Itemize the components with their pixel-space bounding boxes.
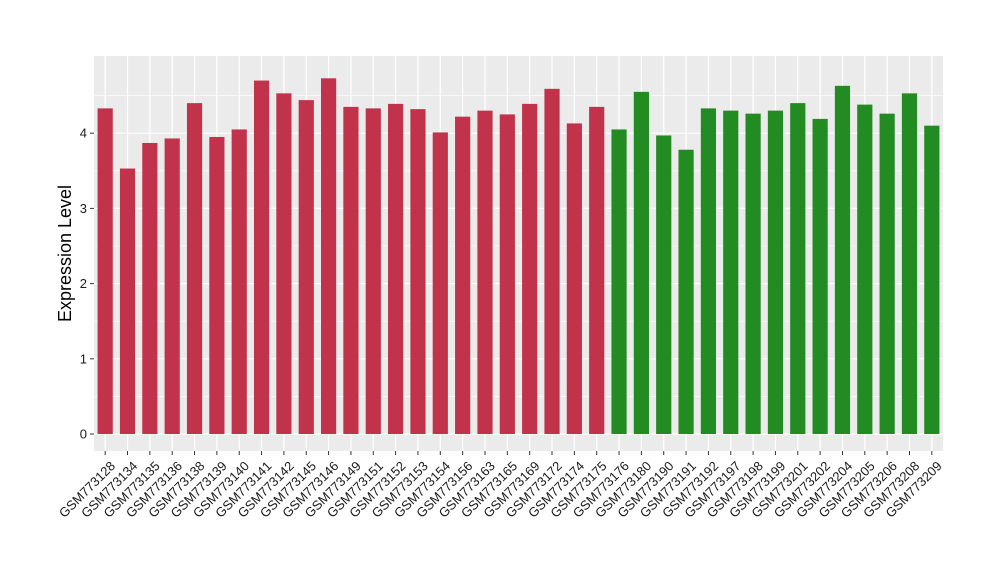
bar-GSM773180 (633, 91, 649, 434)
bars (97, 78, 940, 435)
bar-GSM773197 (723, 110, 739, 434)
bar-GSM773174 (566, 123, 582, 434)
bar-GSM773206 (879, 113, 895, 434)
bar-GSM773192 (700, 108, 717, 434)
bar-GSM773153 (410, 109, 426, 435)
bar-GSM773208 (901, 93, 918, 435)
bar-GSM773142 (276, 93, 292, 435)
bar-GSM773163 (477, 110, 493, 434)
bar-GSM773156 (455, 116, 471, 434)
bar-GSM773136 (164, 138, 180, 435)
bar-GSM773172 (544, 88, 560, 434)
y-tick-label: 2 (80, 276, 87, 291)
y-axis: 0 1 2 3 4 (80, 126, 94, 442)
bar-GSM773199 (767, 110, 784, 434)
bar-GSM773190 (656, 135, 672, 434)
bar-GSM773128 (97, 108, 113, 434)
bar-GSM773165 (499, 114, 515, 435)
bar-GSM773149 (343, 106, 359, 434)
y-axis-title: Expression Level (55, 185, 75, 322)
bar-GSM773135 (142, 142, 158, 434)
bar-GSM773202 (812, 118, 828, 435)
bar-GSM773151 (365, 108, 381, 434)
y-tick-label: 3 (80, 201, 87, 216)
bar-GSM773138 (186, 103, 203, 435)
bar-GSM773176 (611, 129, 627, 434)
x-axis: GSM773128GSM773134GSM773135GSM773136GSM7… (56, 451, 945, 521)
bar-GSM773191 (678, 149, 694, 434)
bar-GSM773154 (432, 132, 448, 434)
bar-GSM773146 (320, 78, 337, 434)
y-tick-label: 1 (80, 351, 87, 366)
bar-GSM773139 (209, 136, 225, 434)
bar-GSM773204 (834, 85, 851, 434)
bar-GSM773209 (924, 125, 940, 435)
bar-GSM773198 (745, 113, 761, 434)
bar-GSM773169 (522, 103, 538, 434)
y-tick-label: 0 (80, 427, 87, 442)
bar-GSM773201 (790, 103, 806, 435)
bar-GSM773152 (388, 103, 404, 434)
bar-GSM773205 (857, 104, 873, 435)
bar-GSM773134 (119, 168, 136, 434)
bar-GSM773140 (231, 129, 247, 434)
bar-GSM773141 (253, 80, 270, 434)
bar-GSM773145 (298, 100, 314, 434)
y-tick-label: 4 (80, 126, 87, 141)
bar-GSM773175 (589, 106, 605, 434)
